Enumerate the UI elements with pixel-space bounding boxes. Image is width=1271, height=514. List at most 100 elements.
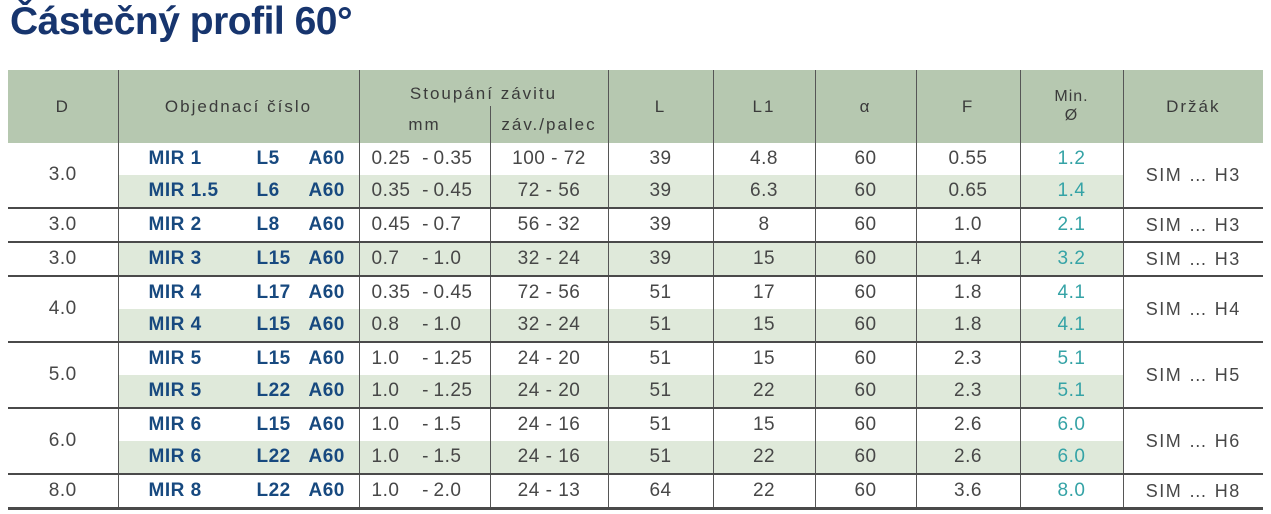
cell-f: 3.6 [916, 473, 1021, 509]
pitch-from: 0.35 [371, 282, 411, 303]
order-part-length: L15 [256, 248, 291, 269]
cell-order: MIR 2 L8 A60 [118, 207, 360, 242]
pitch-from: 1.0 [371, 380, 400, 401]
cell-holder: SIM … H5 [1123, 341, 1264, 408]
order-part-length: L15 [256, 414, 291, 435]
cell-alpha: 60 [815, 441, 917, 474]
cell-min-diameter: 1.2 [1020, 143, 1124, 175]
cell-l1: 17 [713, 275, 816, 309]
cell-l1: 15 [713, 241, 816, 276]
order-part-model: MIR 6 [148, 414, 202, 435]
cell-f: 2.3 [916, 341, 1021, 375]
cell-alpha: 60 [815, 175, 917, 208]
order-part-length: L15 [256, 348, 291, 369]
table-row: MIR 6 L22 A60 1.0 -1.5 24 - 16 51 22 60 2.6 6.0 [8, 441, 1263, 474]
cell-holder: SIM … H4 [1123, 275, 1264, 342]
order-part-model: MIR 5 [148, 348, 202, 369]
order-part-length: L22 [256, 480, 291, 501]
cell-l1: 4.8 [713, 143, 816, 175]
pitch-from: 0.7 [371, 248, 400, 269]
order-part-length: L22 [256, 446, 291, 467]
cell-pitch-tpi: 24 - 13 [490, 473, 609, 509]
cell-l1: 6.3 [713, 175, 816, 208]
cell-pitch-mm: 0.7 -1.0 [359, 241, 491, 276]
pitch-dash: - [422, 214, 429, 235]
diameter-symbol: Ø [1064, 106, 1079, 124]
cell-f: 1.8 [916, 309, 1021, 342]
cell-l: 39 [608, 207, 714, 242]
cell-pitch-mm: 1.0 -1.5 [359, 407, 491, 441]
cell-d: 3.0 [8, 207, 119, 242]
order-part-angle: A60 [308, 248, 345, 269]
pitch-to: 0.7 [433, 214, 462, 235]
cell-order: MIR 1 L5 A60 [118, 143, 360, 175]
cell-l: 39 [608, 175, 714, 208]
cell-l: 51 [608, 407, 714, 441]
cell-pitch-tpi: 72 - 56 [490, 175, 609, 208]
cell-f: 2.6 [916, 441, 1021, 474]
cell-pitch-mm: 0.25-0.35 [359, 143, 491, 175]
order-part-model: MIR 1.5 [148, 180, 219, 201]
cell-l: 51 [608, 275, 714, 309]
cell-pitch-tpi: 24 - 20 [490, 341, 609, 375]
cell-order: MIR 6 L15 A60 [118, 407, 360, 441]
pitch-dash: - [422, 380, 429, 401]
table-row: 3.0 MIR 2 L8 A60 0.45-0.7 56 - 32 39 8 60 1.0 2.1 S… [8, 207, 1264, 242]
min-label: Min. [1054, 88, 1089, 106]
cell-order: MIR 5 L22 A60 [118, 375, 360, 408]
pitch-dash: - [422, 348, 429, 369]
cell-holder: SIM … H8 [1123, 473, 1264, 509]
cell-min-diameter: 5.1 [1020, 375, 1124, 408]
cell-order: MIR 4 L17 A60 [118, 275, 360, 309]
table-row: 3.0 MIR 3 L15 A60 0.7 -1.0 32 - 24 39 15 60 1.4 3.2… [8, 241, 1264, 276]
col-header-order: Objednací číslo [118, 70, 360, 143]
pitch-dash: - [422, 180, 429, 201]
cell-pitch-mm: 0.35-0.45 [359, 175, 491, 208]
col-header-pitch-mm: mm [359, 106, 491, 143]
table-row: 3.0 MIR 1 L5 A60 0.25-0.35 100 - 72 39 4.8 60 0.5… [8, 143, 1264, 208]
order-part-angle: A60 [308, 414, 345, 435]
cell-l1: 22 [713, 375, 816, 408]
cell-holder: SIM … H3 [1123, 241, 1264, 276]
cell-min-diameter: 8.0 [1020, 473, 1124, 509]
order-part-model: MIR 6 [148, 446, 202, 467]
cell-pitch-tpi: 72 - 56 [490, 275, 609, 309]
cell-d: 5.0 [8, 341, 119, 408]
cell-pitch-mm: 0.45-0.7 [359, 207, 491, 242]
col-header-d: D [8, 70, 119, 143]
pitch-to: 1.25 [433, 380, 473, 401]
cell-f: 0.55 [916, 143, 1021, 175]
cell-pitch-tpi: 24 - 20 [490, 375, 609, 408]
cell-l1: 22 [713, 473, 816, 509]
cell-l: 51 [608, 309, 714, 342]
order-part-angle: A60 [308, 380, 345, 401]
cell-order: MIR 6 L22 A60 [118, 441, 360, 474]
order-part-angle: A60 [308, 180, 345, 201]
cell-alpha: 60 [815, 275, 917, 309]
order-part-model: MIR 2 [148, 214, 202, 235]
order-part-angle: A60 [308, 282, 345, 303]
cell-pitch-tpi: 100 - 72 [490, 143, 609, 175]
order-part-length: L6 [256, 180, 280, 201]
order-part-length: L5 [256, 148, 280, 169]
order-part-angle: A60 [308, 446, 345, 467]
col-header-pitch-tpi: záv./palec [490, 106, 609, 143]
pitch-to: 0.45 [433, 282, 473, 303]
pitch-to: 1.5 [433, 446, 462, 467]
cell-f: 1.8 [916, 275, 1021, 309]
table-row: MIR 1.5 L6 A60 0.35-0.45 72 - 56 39 6.3 60 0.65 1… [8, 175, 1263, 208]
pitch-dash: - [422, 446, 429, 467]
cell-pitch-mm: 1.0 -1.25 [359, 341, 491, 375]
cell-f: 0.65 [916, 175, 1021, 208]
cell-order: MIR 3 L15 A60 [118, 241, 360, 276]
col-header-l1: L1 [713, 70, 816, 143]
cell-l1: 22 [713, 441, 816, 474]
cell-alpha: 60 [815, 341, 917, 375]
cell-alpha: 60 [815, 241, 917, 276]
order-part-angle: A60 [308, 148, 345, 169]
cell-min-diameter: 3.2 [1020, 241, 1124, 276]
col-header-alpha: α [815, 70, 917, 143]
cell-holder: SIM … H3 [1123, 207, 1264, 242]
cell-d: 6.0 [8, 407, 119, 474]
cell-alpha: 60 [815, 473, 917, 509]
